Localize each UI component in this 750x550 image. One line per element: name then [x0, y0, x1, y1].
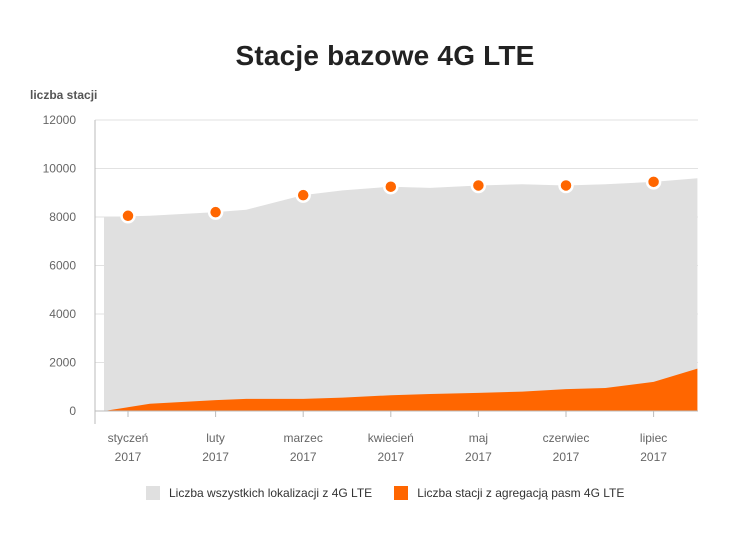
y-axis-label: liczba stacji [30, 88, 98, 102]
data-point [383, 178, 399, 195]
legend-item-aggregation: Liczba stacji z agregacją pasm 4G LTE [394, 486, 624, 500]
x-tick-label-month: marzec [284, 431, 323, 445]
x-tick-label-year: 2017 [115, 450, 142, 464]
y-tick-label: 10000 [43, 162, 77, 176]
data-point [295, 187, 311, 203]
y-tick-label: 6000 [49, 259, 76, 273]
y-tick-label: 8000 [49, 210, 76, 224]
x-tick-label-month: maj [469, 431, 488, 445]
area-series-1 [104, 368, 698, 411]
data-point [470, 177, 487, 194]
legend-swatch-orange [394, 486, 409, 500]
data-point [120, 208, 136, 224]
x-tick-label-month: luty [206, 431, 225, 445]
data-point [558, 177, 574, 194]
legend-item-all-locations: Liczba wszystkich lokalizacji z 4G LTE [146, 486, 372, 500]
y-tick-label: 4000 [49, 307, 76, 321]
x-tick-label-year: 2017 [202, 450, 229, 464]
x-tick-label-year: 2017 [640, 450, 667, 464]
x-tick-label-month: czerwiec [543, 431, 590, 445]
legend: Liczba wszystkich lokalizacji z 4G LTE L… [146, 486, 646, 500]
x-tick-label-month: styczeń [108, 431, 149, 445]
y-tick-label: 0 [69, 404, 76, 418]
data-markers [120, 174, 662, 224]
area-series-0 [104, 178, 698, 411]
axes: 12000 10000 8000 6000 4000 2000 0 styczeń 2017 lu… [43, 113, 698, 464]
chart-title: Stacje bazowe 4G LTE [235, 40, 535, 71]
data-point [645, 174, 662, 190]
legend-label-aggregation: Liczba stacji z agregacją pasm 4G LTE [417, 486, 625, 500]
y-tick-label: 12000 [43, 113, 77, 127]
x-tick-label-year: 2017 [465, 450, 492, 464]
x-tick-label-year: 2017 [553, 450, 580, 464]
x-tick-label-year: 2017 [290, 450, 317, 464]
legend-label-all-locations: Liczba wszystkich lokalizacji z 4G LTE [169, 486, 373, 500]
y-tick-label: 2000 [49, 356, 76, 370]
legend-swatch-gray [146, 486, 160, 500]
data-point [207, 204, 224, 220]
x-tick-label-month: lipiec [640, 431, 667, 445]
x-tick-label-year: 2017 [377, 450, 404, 464]
area-series [104, 178, 698, 411]
x-tick-label-month: kwiecień [368, 431, 414, 445]
